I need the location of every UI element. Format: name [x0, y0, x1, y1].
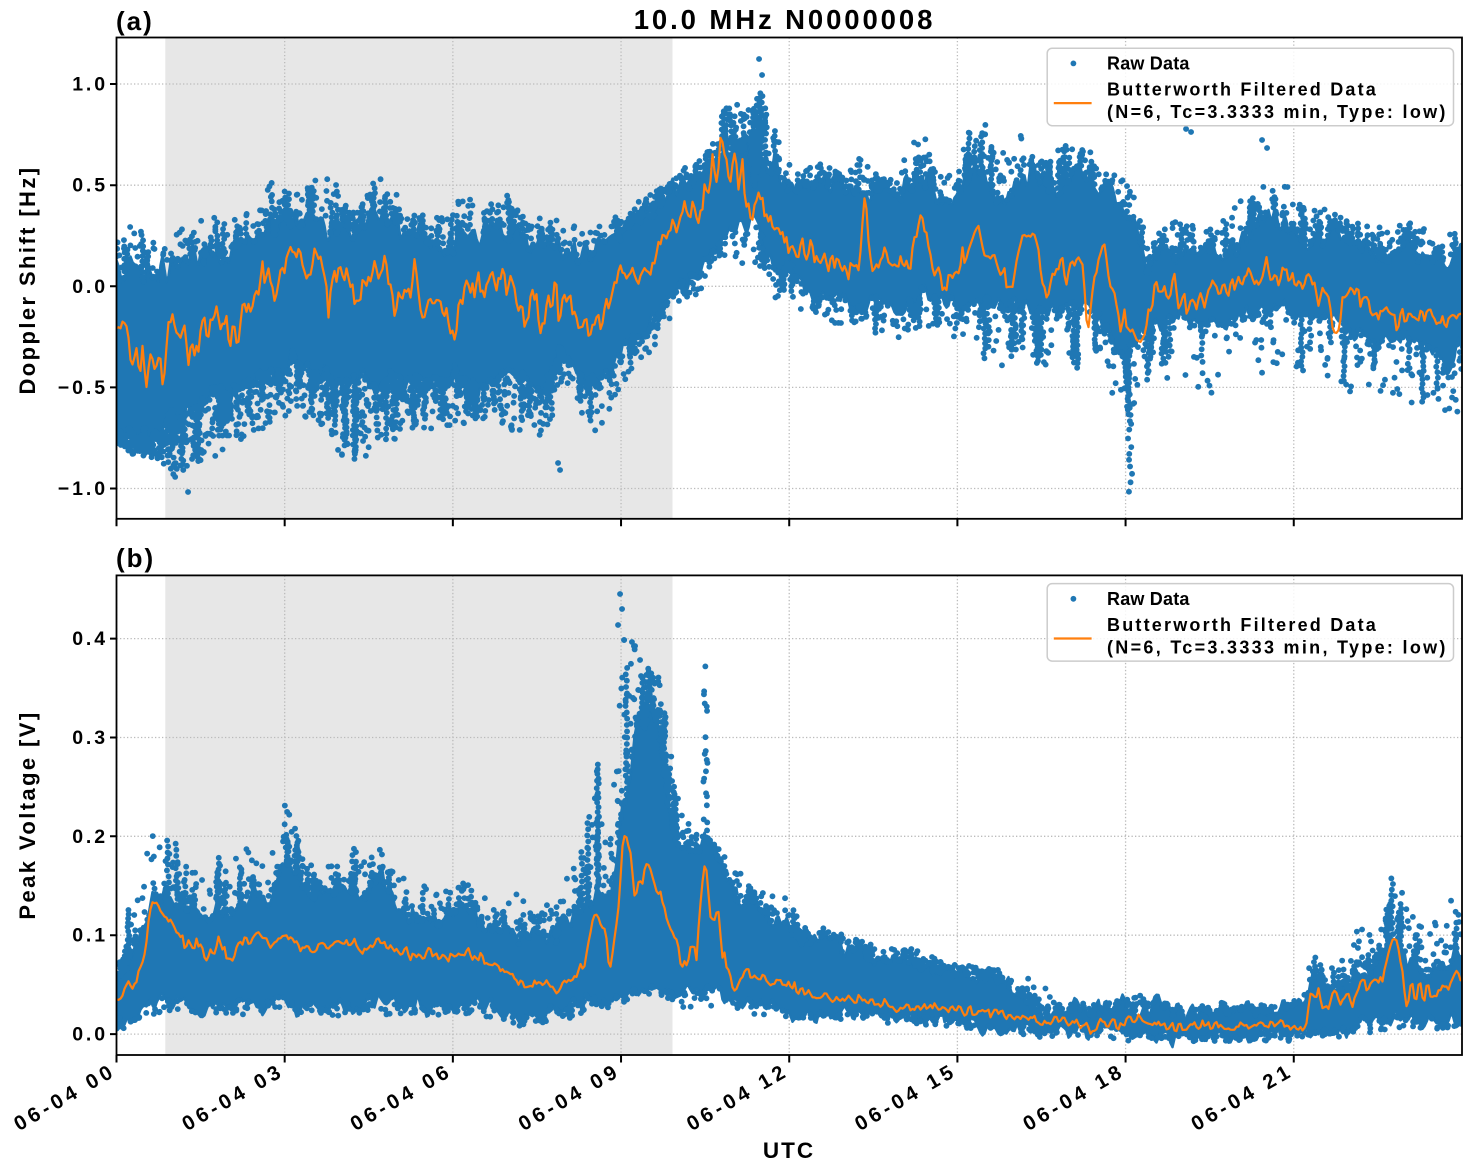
- svg-text:0.0: 0.0: [72, 1024, 108, 1046]
- svg-text:UTC: UTC: [763, 1138, 815, 1163]
- svg-text:10.0 MHz N0000008: 10.0 MHz N0000008: [634, 4, 936, 35]
- svg-text:0.2: 0.2: [72, 826, 108, 848]
- svg-text:0.5: 0.5: [72, 175, 108, 197]
- svg-text:0.4: 0.4: [72, 628, 108, 650]
- svg-text:(b): (b): [116, 543, 155, 573]
- svg-text:(N=6, Tc=3.3333 min, Type: low: (N=6, Tc=3.3333 min, Type: low): [1107, 637, 1448, 657]
- svg-text:(a): (a): [116, 6, 154, 36]
- svg-text:0.3: 0.3: [72, 727, 108, 749]
- svg-text:−0.5: −0.5: [58, 377, 108, 399]
- svg-text:1.0: 1.0: [72, 74, 108, 96]
- svg-text:(N=6, Tc=3.3333 min, Type: low: (N=6, Tc=3.3333 min, Type: low): [1107, 102, 1448, 122]
- svg-text:Raw Data: Raw Data: [1107, 589, 1190, 609]
- svg-text:Butterworth Filtered Data: Butterworth Filtered Data: [1107, 79, 1378, 99]
- svg-text:Raw Data: Raw Data: [1107, 54, 1190, 74]
- svg-text:Doppler Shift [Hz]: Doppler Shift [Hz]: [15, 166, 40, 395]
- svg-text:0.1: 0.1: [72, 925, 108, 947]
- svg-text:Butterworth Filtered Data: Butterworth Filtered Data: [1107, 615, 1378, 635]
- svg-text:0.0: 0.0: [72, 276, 108, 298]
- svg-text:−1.0: −1.0: [58, 478, 108, 500]
- svg-text:Peak Voltage [V]: Peak Voltage [V]: [15, 710, 40, 919]
